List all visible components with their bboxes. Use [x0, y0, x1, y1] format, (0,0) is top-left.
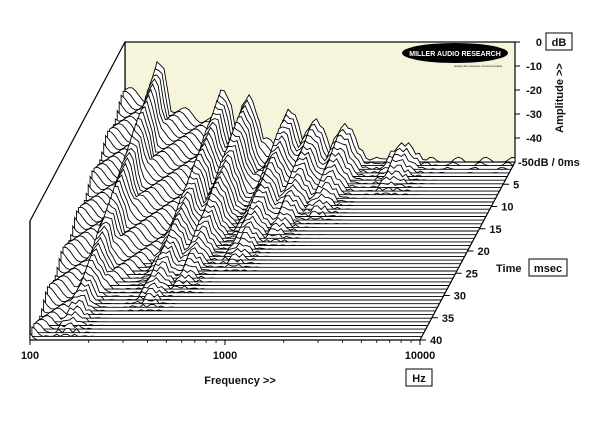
frequency-unit: Hz — [412, 373, 426, 385]
amplitude-tick-label: -40 — [526, 133, 542, 145]
time-tick-label: 30 — [454, 291, 466, 303]
amplitude-axis-label: Amplitude >> — [554, 63, 566, 133]
frequency-axis-label: Frequency >> — [204, 375, 276, 387]
brand-logo-tagline: testing the measure of sound quality — [454, 64, 503, 68]
amplitude-axis: 0 -10 -20 -30 -40 — [515, 37, 542, 145]
time-unit: msec — [534, 263, 562, 275]
floor-label: -50dB / 0ms — [518, 157, 580, 169]
amplitude-tick-label: 0 — [536, 37, 542, 49]
waterfall-slice — [31, 325, 422, 337]
time-tick-label: 35 — [442, 313, 454, 325]
amplitude-unit-box: dB — [545, 32, 573, 51]
waterfall-slices — [29, 60, 516, 341]
time-tick-label: 10 — [501, 202, 513, 214]
frequency-tick-label: 100 — [21, 350, 39, 362]
waterfall-slice — [52, 270, 444, 297]
amplitude-tick-label: -10 — [526, 61, 542, 73]
waterfall-slice — [35, 318, 426, 330]
waterfall-slice — [56, 259, 448, 290]
frequency-axis: 100 1000 10000 — [21, 340, 435, 362]
waterfall-slice — [54, 265, 446, 294]
amplitude-unit: dB — [552, 37, 567, 49]
waterfall-slice — [33, 322, 424, 334]
brand-logo: MILLER AUDIO RESEARCH testing the measur… — [402, 43, 508, 68]
time-tick-label: 25 — [466, 268, 478, 280]
brand-logo-text: MILLER AUDIO RESEARCH — [409, 51, 501, 58]
waterfall-slice — [50, 276, 442, 301]
amplitude-tick-label: -30 — [526, 109, 542, 121]
waterfall-slice — [39, 310, 430, 323]
frequency-tick-label: 1000 — [213, 350, 237, 362]
time-tick-label: 40 — [430, 335, 442, 347]
frequency-tick-label: 10000 — [405, 350, 436, 362]
time-unit-box: msec — [528, 258, 568, 277]
amplitude-tick-label: -20 — [526, 85, 542, 97]
time-tick-label: 15 — [489, 224, 501, 236]
time-tick-label: 5 — [513, 179, 519, 191]
time-tick-label: 20 — [478, 246, 490, 258]
time-axis-label: Time — [496, 263, 521, 275]
waterfall-slice — [37, 315, 428, 327]
frequency-unit-box: Hz — [405, 368, 433, 387]
